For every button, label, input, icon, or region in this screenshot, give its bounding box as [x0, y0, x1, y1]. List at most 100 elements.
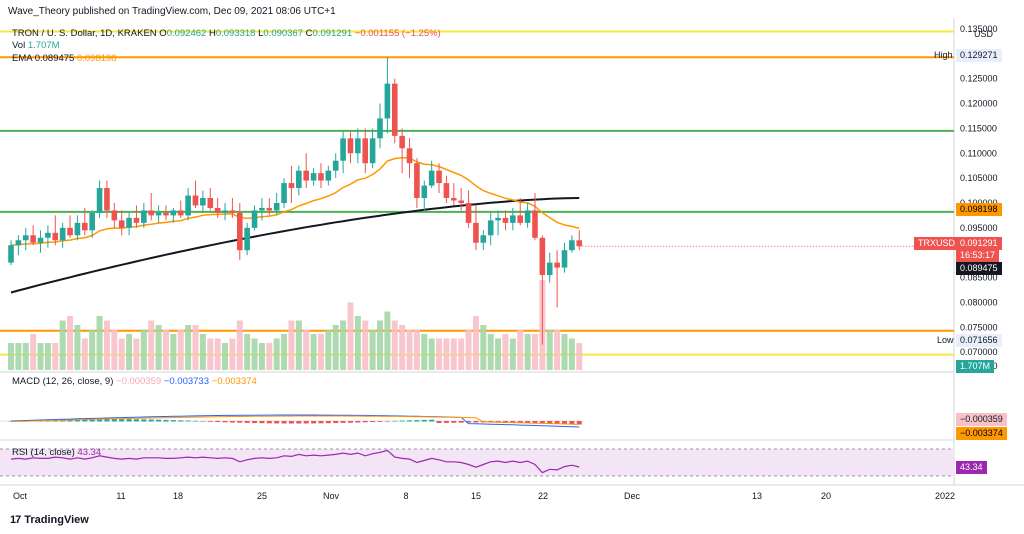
macd-histogram-bar	[384, 421, 390, 422]
price-axis-label: 0.120000	[960, 99, 998, 109]
candle-body	[377, 118, 383, 139]
macd-histogram-bar	[333, 421, 339, 424]
volume-bar	[450, 338, 457, 370]
rsi-legend[interactable]: RSI (14, close) 43.34	[12, 447, 101, 459]
low-value: 0.090367	[263, 28, 304, 39]
macd-histogram-bar	[148, 419, 154, 422]
countdown-tag: 16:53:17	[956, 249, 1000, 262]
macd-signal-value: −0.003374	[211, 376, 257, 387]
volume-bar	[229, 338, 236, 370]
tradingview-brand[interactable]: 17 TradingView	[10, 514, 89, 526]
currency-label[interactable]: USD	[974, 29, 994, 39]
volume-bar	[67, 316, 74, 370]
volume-tag: 1.707M	[956, 360, 995, 373]
volume-bar	[266, 343, 273, 370]
volume-bar	[81, 338, 88, 370]
macd-histogram-bar	[392, 420, 398, 422]
candle-body	[406, 148, 413, 164]
time-axis-label: 18	[173, 491, 183, 501]
candle-body	[155, 212, 162, 216]
macd-histogram-tag: −0.000359	[956, 413, 1007, 426]
volume-bar	[192, 325, 199, 370]
candle-body	[355, 138, 361, 154]
macd-signal-line	[10, 415, 580, 425]
candle-body	[332, 160, 339, 171]
candle-body	[576, 240, 583, 247]
candle-body	[480, 235, 487, 243]
ema-legend[interactable]: EMA 0.089475 0.098198	[12, 53, 117, 65]
candle-body	[170, 210, 177, 216]
macd-histogram-bar	[244, 421, 250, 423]
volume-bar	[517, 329, 524, 370]
candle-body	[399, 135, 405, 149]
macd-histogram-bar	[399, 420, 405, 422]
macd-histogram-bar	[119, 419, 125, 422]
ema-fast-tag: 0.098198	[956, 203, 1002, 216]
macd-histogram-bar	[296, 421, 302, 424]
macd-histogram-bar	[215, 421, 221, 423]
macd-histogram-bar	[311, 421, 317, 424]
candle-body	[133, 217, 140, 223]
macd-histogram-bar	[562, 421, 567, 425]
price-axis-label: 0.125000	[960, 74, 998, 84]
volume-bar	[222, 343, 229, 370]
macd-histogram-bar	[200, 421, 206, 422]
volume-bar	[465, 329, 472, 370]
volume-bar	[487, 334, 494, 370]
macd-histogram-bar	[237, 421, 243, 423]
volume-bar	[236, 320, 243, 370]
volume-bar	[133, 338, 140, 370]
macd-label: MACD (12, 26, close, 9)	[12, 376, 114, 387]
ema-slow-line	[10, 197, 580, 294]
volume-legend[interactable]: Vol 1.707M	[12, 40, 60, 52]
macd-histogram-bar	[185, 420, 191, 422]
candle-body	[67, 227, 73, 236]
time-axis-label: Dec	[624, 491, 641, 501]
macd-histogram-bar	[576, 421, 582, 425]
volume-bar	[568, 338, 575, 370]
candle-body	[473, 222, 479, 243]
symbol-name[interactable]: TRON / U. S. Dollar, 1D, KRAKEN	[12, 28, 157, 39]
rsi-label: RSI (14, close)	[12, 447, 75, 458]
candle-body	[465, 202, 472, 223]
volume-bar	[362, 320, 369, 370]
candle-body	[266, 207, 273, 211]
macd-histogram-bar	[502, 421, 508, 423]
macd-histogram-bar	[547, 421, 553, 424]
macd-histogram-bar	[525, 421, 531, 423]
candle-body	[546, 262, 553, 276]
macd-histogram-bar	[222, 421, 228, 423]
time-axis-label: 13	[752, 491, 762, 501]
volume-bar	[155, 325, 162, 370]
candle-body	[539, 237, 546, 276]
macd-histogram-bar	[443, 421, 449, 423]
macd-histogram-bar	[252, 421, 258, 424]
tradingview-logo-icon: 17	[10, 514, 21, 526]
volume-bar	[8, 343, 14, 370]
macd-histogram-bar	[340, 421, 346, 423]
ema-slow-tag: 0.089475	[956, 262, 1002, 275]
rsi-band	[0, 449, 954, 476]
volume-bar	[37, 343, 44, 370]
candle-body	[22, 235, 29, 241]
volume-bar	[509, 338, 516, 370]
volume-bar	[561, 334, 568, 370]
candle-body	[74, 222, 81, 236]
macd-histogram-bar	[178, 420, 184, 422]
price-axis-label: 0.115000	[960, 123, 997, 133]
volume-bar	[421, 334, 428, 370]
macd-histogram-bar	[170, 420, 176, 422]
candle-body	[96, 188, 103, 213]
volume-bar	[44, 343, 51, 370]
candle-body	[141, 210, 147, 223]
macd-histogram-bar	[458, 421, 464, 423]
candle-body	[502, 217, 509, 223]
macd-histogram-bar	[89, 419, 95, 422]
volume-bar	[472, 316, 479, 370]
candle-body	[214, 207, 221, 213]
volume-bar	[89, 329, 96, 370]
macd-histogram-bar	[466, 421, 472, 423]
macd-legend[interactable]: MACD (12, 26, close, 9) −0.000359 −0.003…	[12, 376, 257, 388]
